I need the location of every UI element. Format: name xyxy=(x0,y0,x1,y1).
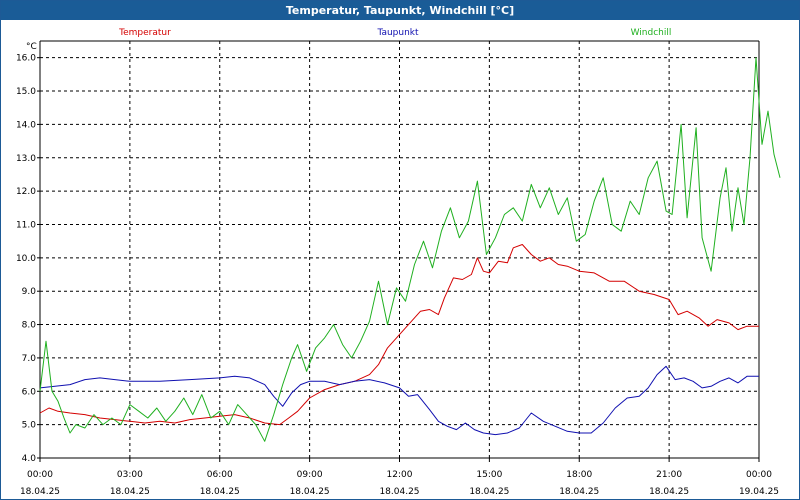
y-tick-label: 13.0 xyxy=(16,154,36,164)
axes-layer xyxy=(37,40,760,462)
y-tick-label: 9.0 xyxy=(22,287,37,297)
y-tick-label: 6.0 xyxy=(22,387,37,397)
legend-windchill: Windchill xyxy=(631,28,672,38)
y-tick-label: 14.0 xyxy=(16,120,36,130)
x-tick-date-label: 18.04.25 xyxy=(649,487,689,497)
x-tick-time-label: 00:00 xyxy=(27,470,53,480)
x-tick-date-label: 18.04.25 xyxy=(290,487,330,497)
x-tick-time-label: 21:00 xyxy=(656,470,682,480)
y-tick-label: 10.0 xyxy=(16,254,36,264)
y-tick-label: 4.0 xyxy=(22,454,37,464)
grid-layer xyxy=(40,41,760,458)
y-tick-label: 12.0 xyxy=(16,187,36,197)
y-axis-unit-label: °C xyxy=(26,42,37,52)
y-tick-label: 8.0 xyxy=(22,321,37,331)
x-tick-time-label: 00:00 xyxy=(746,470,772,480)
y-tick-label: 15.0 xyxy=(16,87,36,97)
y-tick-label: 16.0 xyxy=(16,54,36,64)
legend-taupunkt: Taupunkt xyxy=(376,28,419,38)
series-layer xyxy=(39,57,781,442)
x-tick-time-label: 03:00 xyxy=(117,470,143,480)
labels-layer: 4.0 5.0 6.0 7.0 8.0 9.0 10.0 11.0 12.0 13.0 14.0 15… xyxy=(16,28,779,497)
x-tick-date-label: 19.04.25 xyxy=(739,487,779,497)
x-tick-time-label: 12:00 xyxy=(387,470,413,480)
x-tick-date-label: 18.04.25 xyxy=(110,487,150,497)
y-tick-label: 11.0 xyxy=(16,220,36,230)
x-tick-time-label: 06:00 xyxy=(207,470,233,480)
plot-area-svg: 4.0 5.0 6.0 7.0 8.0 9.0 10.0 11.0 12.0 13.0 14.0 15… xyxy=(16,28,781,497)
x-tick-date-label: 18.04.25 xyxy=(469,487,509,497)
legend-temperatur: Temperatur xyxy=(118,28,171,38)
chart-title: Temperatur, Taupunkt, Windchill [°C] xyxy=(1,1,799,20)
series-line-temperatur xyxy=(39,244,759,426)
x-tick-time-label: 18:00 xyxy=(566,470,592,480)
x-tick-date-label: 18.04.25 xyxy=(379,487,419,497)
y-tick-label: 5.0 xyxy=(22,421,37,431)
y-tick-label: 7.0 xyxy=(22,354,37,364)
series-line-taupunkt xyxy=(39,365,759,436)
x-tick-date-label: 18.04.25 xyxy=(200,487,240,497)
series-line-windchill xyxy=(39,57,781,442)
x-tick-time-label: 15:00 xyxy=(476,470,502,480)
x-tick-date-label: 18.04.25 xyxy=(559,487,599,497)
x-tick-date-label: 18.04.25 xyxy=(20,487,60,497)
x-tick-time-label: 09:00 xyxy=(297,470,323,480)
